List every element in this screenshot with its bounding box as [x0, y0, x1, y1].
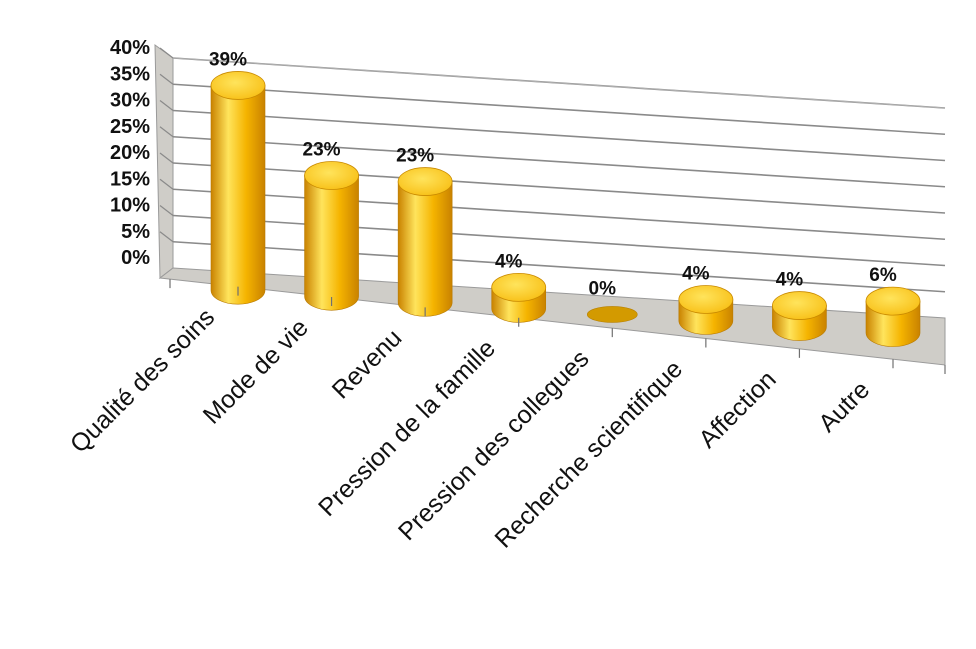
data-label: 4%: [495, 251, 523, 272]
data-label: 39%: [209, 49, 247, 70]
gridline: [172, 214, 946, 267]
y-tick-label: 0%: [121, 247, 150, 269]
y-tick-label: 15%: [110, 168, 150, 190]
bar-top: [210, 71, 266, 100]
category-label: Autre: [813, 376, 875, 438]
y-tick-label: 20%: [110, 142, 150, 164]
gridline: [172, 162, 946, 214]
gridline-side: [159, 178, 174, 190]
gridline: [172, 240, 946, 293]
bar-top: [304, 161, 359, 190]
y-tick-label: 10%: [110, 195, 150, 217]
y-tick-label: 40%: [110, 37, 150, 59]
gridline: [172, 188, 946, 241]
category-label: Qualité des soins: [65, 303, 220, 458]
category-label: Pression de la famille: [313, 334, 501, 522]
y-tick-label: 35%: [110, 63, 150, 85]
bar-top: [678, 285, 734, 314]
bar-6: [678, 285, 734, 335]
bar-8: [865, 286, 921, 347]
category-label: Mode de vie: [198, 313, 314, 429]
bar-4: [491, 272, 547, 323]
bar-top: [772, 291, 827, 320]
bar-top: [865, 286, 921, 316]
data-label: 23%: [303, 140, 341, 161]
y-tick-label: 25%: [110, 116, 150, 138]
y-tick-label: 5%: [121, 221, 150, 243]
gridline-side: [159, 152, 174, 164]
gridline: [172, 135, 946, 188]
bar-body: [304, 175, 359, 311]
bar-1: [210, 71, 266, 305]
gridline-side: [159, 205, 174, 216]
gridline: [172, 109, 946, 162]
gridline-side: [159, 47, 174, 59]
y-tick-label: 30%: [110, 90, 150, 112]
bar-top: [397, 167, 453, 196]
gridline-side: [159, 126, 174, 138]
bar-7: [772, 291, 827, 341]
bar-zero: [586, 306, 638, 323]
category-label: Revenu: [327, 324, 408, 405]
category-label: Affection: [693, 365, 781, 453]
bar-5: [586, 306, 638, 323]
data-label: 0%: [589, 278, 617, 299]
data-label: 6%: [869, 265, 897, 286]
category-label: Recherche scientifique: [489, 355, 688, 554]
gridline-side: [159, 231, 174, 243]
back-wall-top-edge: [172, 57, 946, 109]
bar-2: [304, 161, 359, 311]
gridline: [172, 83, 946, 136]
bar-3: [397, 167, 453, 317]
gridline-side: [159, 73, 174, 85]
gridline-side: [159, 100, 174, 111]
bar-body: [397, 181, 453, 317]
bar-body: [210, 85, 266, 305]
category-label: Pression des collegues: [393, 345, 595, 547]
data-label: 4%: [776, 270, 804, 291]
data-label: 23%: [396, 146, 434, 167]
bar-top: [491, 272, 547, 302]
data-label: 4%: [682, 264, 710, 285]
